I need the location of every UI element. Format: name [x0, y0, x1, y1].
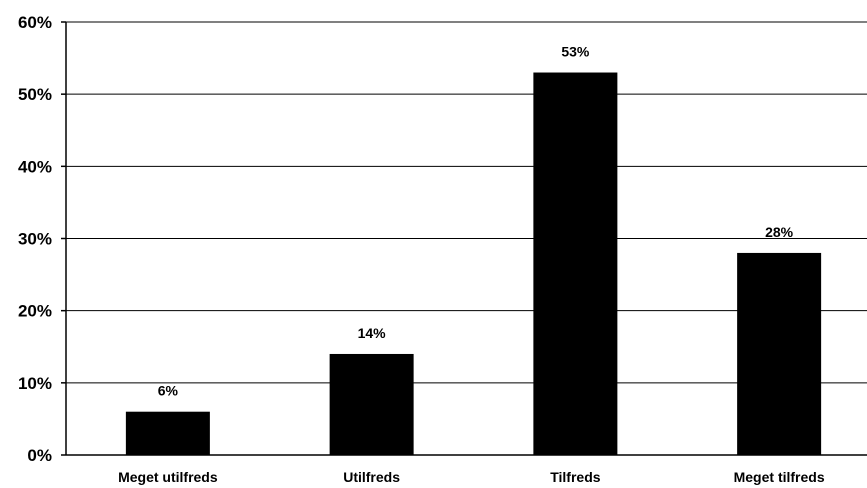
x-axis-category-labels: Meget utilfreds Utilfreds Tilfreds Meget ti…	[118, 469, 825, 485]
data-label: 28%	[765, 224, 794, 240]
y-tick-label: 50%	[18, 85, 52, 104]
data-label: 53%	[561, 44, 590, 60]
y-tick-label: 60%	[18, 13, 52, 32]
category-label: Meget tilfreds	[734, 469, 825, 485]
y-axis-tick-labels: 0% 10% 20% 30% 40% 50% 60%	[18, 13, 52, 465]
data-label: 6%	[158, 383, 179, 399]
category-label: Tilfreds	[550, 469, 601, 485]
data-label: 14%	[358, 325, 387, 341]
bar	[125, 411, 210, 455]
y-tick-label: 10%	[18, 374, 52, 393]
bar	[329, 353, 414, 455]
y-tick-label: 20%	[18, 302, 52, 321]
y-tick-label: 40%	[18, 157, 52, 176]
y-tick-label: 30%	[18, 230, 52, 249]
bar	[533, 72, 618, 456]
bar	[737, 252, 822, 455]
category-label: Meget utilfreds	[118, 469, 218, 485]
category-label: Utilfreds	[343, 469, 400, 485]
y-tick-label: 0%	[27, 446, 52, 465]
data-labels: 6% 14% 53% 28%	[158, 44, 794, 399]
gridlines	[61, 21, 867, 456]
bars	[125, 72, 822, 456]
